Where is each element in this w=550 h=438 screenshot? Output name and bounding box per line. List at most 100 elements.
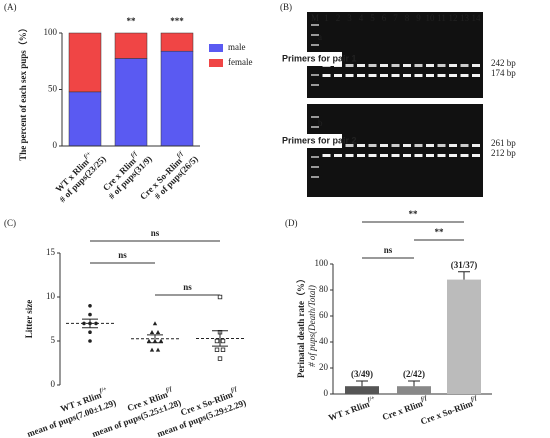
y-tick-label: 80 bbox=[319, 284, 329, 294]
band bbox=[357, 154, 365, 157]
band bbox=[403, 144, 411, 147]
band bbox=[472, 144, 480, 147]
point bbox=[158, 338, 164, 343]
annotation: (2/42) bbox=[403, 369, 425, 379]
band bbox=[472, 74, 480, 77]
annotation: (31/37) bbox=[451, 260, 478, 270]
superscript: f/f bbox=[420, 395, 428, 403]
point bbox=[220, 338, 226, 344]
lane-label: 11 bbox=[437, 13, 446, 23]
band bbox=[449, 74, 457, 77]
point bbox=[220, 347, 226, 352]
y-label: Perinatal death rate（%） bbox=[296, 274, 306, 378]
y-tick-label: 50 bbox=[48, 84, 58, 94]
error-bar bbox=[82, 318, 98, 329]
band bbox=[345, 64, 354, 67]
lane-label: 4 bbox=[359, 13, 364, 23]
band bbox=[460, 74, 469, 77]
band bbox=[437, 74, 446, 77]
band-size: 174 bp bbox=[491, 68, 516, 78]
y-tick-label: 0 bbox=[53, 140, 58, 150]
significance: ns bbox=[151, 228, 160, 238]
lane-label: 10 bbox=[426, 13, 436, 23]
y-tick-label: 60 bbox=[319, 310, 329, 320]
bar bbox=[345, 386, 379, 394]
band bbox=[449, 144, 457, 147]
y-tick-label: 0 bbox=[324, 388, 329, 398]
band bbox=[380, 74, 388, 77]
significance: ns bbox=[384, 245, 393, 255]
lane-label: 8 bbox=[405, 13, 410, 23]
lane-label: 1 bbox=[324, 13, 329, 23]
label-bg bbox=[280, 52, 342, 66]
error-bar bbox=[458, 271, 470, 280]
band bbox=[322, 74, 331, 77]
band bbox=[414, 154, 423, 157]
band bbox=[472, 154, 480, 157]
error-bar bbox=[356, 380, 368, 387]
band bbox=[380, 64, 388, 67]
bar-segment bbox=[68, 32, 102, 93]
y-tick-label: 0 bbox=[51, 379, 56, 389]
ladder-band bbox=[311, 126, 319, 128]
band bbox=[345, 74, 354, 77]
legend-label: female bbox=[228, 57, 252, 67]
significance: ** bbox=[409, 209, 419, 219]
ladder-band bbox=[311, 116, 319, 118]
band bbox=[437, 64, 446, 67]
bar-segment bbox=[160, 50, 194, 147]
annotation: (3/49) bbox=[351, 369, 373, 379]
error-bar bbox=[147, 334, 163, 344]
y-tick-label: 15 bbox=[46, 247, 56, 257]
y-label: The percent of each sex pups（%） bbox=[18, 23, 28, 161]
point bbox=[88, 312, 92, 317]
band bbox=[414, 144, 423, 147]
x-tick-label: Cre x So-Rlimf/f bbox=[419, 395, 480, 426]
point bbox=[88, 330, 92, 335]
error-bar bbox=[212, 330, 228, 347]
band bbox=[472, 64, 480, 67]
superscript: f/f bbox=[165, 386, 173, 394]
lane-label: M bbox=[311, 13, 319, 23]
band bbox=[322, 154, 331, 157]
band bbox=[460, 64, 469, 67]
point bbox=[155, 330, 161, 334]
band bbox=[460, 144, 469, 147]
legend-label: male bbox=[228, 42, 246, 52]
category: Cre x So-Rlim bbox=[419, 398, 474, 426]
superscript: f/f bbox=[230, 386, 238, 394]
band bbox=[391, 154, 400, 157]
point bbox=[214, 338, 220, 344]
band bbox=[426, 74, 434, 77]
ladder-band bbox=[311, 84, 319, 86]
band bbox=[391, 74, 400, 77]
band bbox=[403, 154, 411, 157]
bar-segment bbox=[114, 58, 148, 147]
band bbox=[426, 64, 434, 67]
band bbox=[414, 74, 423, 77]
band bbox=[345, 154, 354, 157]
band bbox=[334, 154, 342, 157]
ladder-band bbox=[311, 74, 319, 76]
band bbox=[437, 144, 446, 147]
band bbox=[368, 74, 377, 77]
category: WT x Rlim bbox=[327, 399, 371, 423]
error-bar bbox=[408, 380, 420, 387]
point bbox=[217, 356, 223, 361]
ladder-band bbox=[311, 156, 319, 158]
significance: ** bbox=[127, 16, 137, 26]
band bbox=[380, 144, 388, 147]
significance: ns bbox=[183, 282, 192, 292]
bar-segment bbox=[114, 32, 148, 59]
band bbox=[391, 144, 400, 147]
ladder-band bbox=[311, 34, 319, 36]
point bbox=[88, 304, 92, 308]
point bbox=[149, 330, 155, 334]
bar-segment bbox=[160, 32, 194, 52]
band bbox=[460, 154, 469, 157]
band bbox=[391, 64, 400, 67]
lane-label: 2 bbox=[336, 13, 341, 23]
superscript: f/f bbox=[176, 151, 185, 160]
superscript: f/f bbox=[130, 151, 139, 160]
lane-label: 13 bbox=[460, 13, 470, 23]
